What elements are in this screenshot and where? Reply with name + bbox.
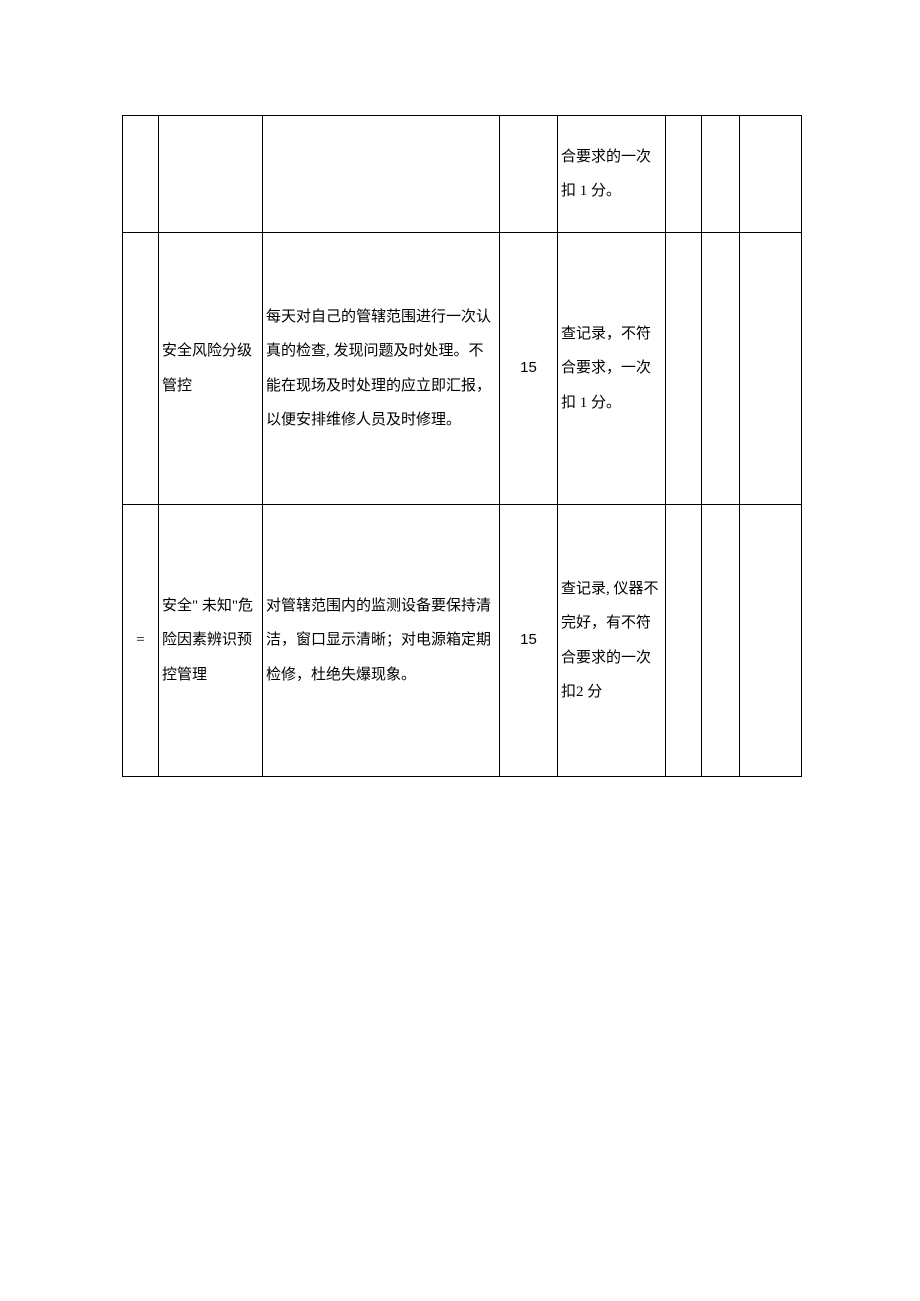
table-row: 合要求的一次扣 1 分。 bbox=[123, 116, 802, 233]
table-cell-criteria: 查记录, 仪器不完好，有不符合要求的一次扣2 分 bbox=[558, 505, 666, 777]
assessment-table: 合要求的一次扣 1 分。 安全风险分级管控 每天对自己的管辖范围进行一次认真的检… bbox=[122, 115, 802, 777]
table-cell-index bbox=[123, 233, 159, 505]
table-cell-score bbox=[500, 116, 558, 233]
table-cell-extra3 bbox=[740, 505, 802, 777]
table-cell-criteria: 合要求的一次扣 1 分。 bbox=[558, 116, 666, 233]
table-cell-extra1 bbox=[666, 116, 702, 233]
table-cell-extra2 bbox=[702, 505, 740, 777]
table-cell-index: = bbox=[123, 505, 159, 777]
table-cell-category: 安全风险分级管控 bbox=[159, 233, 263, 505]
table-cell-score: 15 bbox=[500, 233, 558, 505]
table-row: 安全风险分级管控 每天对自己的管辖范围进行一次认真的检查, 发现问题及时处理。不… bbox=[123, 233, 802, 505]
table-cell-category bbox=[159, 116, 263, 233]
table-cell-index bbox=[123, 116, 159, 233]
table-cell-description: 每天对自己的管辖范围进行一次认真的检查, 发现问题及时处理。不能在现场及时处理的… bbox=[263, 233, 500, 505]
table-cell-description: 对管辖范围内的监测设备要保持清洁，窗口显示清晰；对电源箱定期检修，杜绝失爆现象。 bbox=[263, 505, 500, 777]
table-cell-extra1 bbox=[666, 505, 702, 777]
table-cell-category: 安全" 未知"危险因素辨识预控管理 bbox=[159, 505, 263, 777]
table-cell-score: 15 bbox=[500, 505, 558, 777]
table-cell-extra2 bbox=[702, 116, 740, 233]
table-cell-description bbox=[263, 116, 500, 233]
table-row: = 安全" 未知"危险因素辨识预控管理 对管辖范围内的监测设备要保持清洁，窗口显… bbox=[123, 505, 802, 777]
table-cell-extra1 bbox=[666, 233, 702, 505]
table-cell-extra3 bbox=[740, 116, 802, 233]
table-cell-criteria: 查记录，不符合要求，一次扣 1 分。 bbox=[558, 233, 666, 505]
table-cell-extra2 bbox=[702, 233, 740, 505]
table-cell-extra3 bbox=[740, 233, 802, 505]
assessment-table-container: 合要求的一次扣 1 分。 安全风险分级管控 每天对自己的管辖范围进行一次认真的检… bbox=[122, 115, 802, 777]
